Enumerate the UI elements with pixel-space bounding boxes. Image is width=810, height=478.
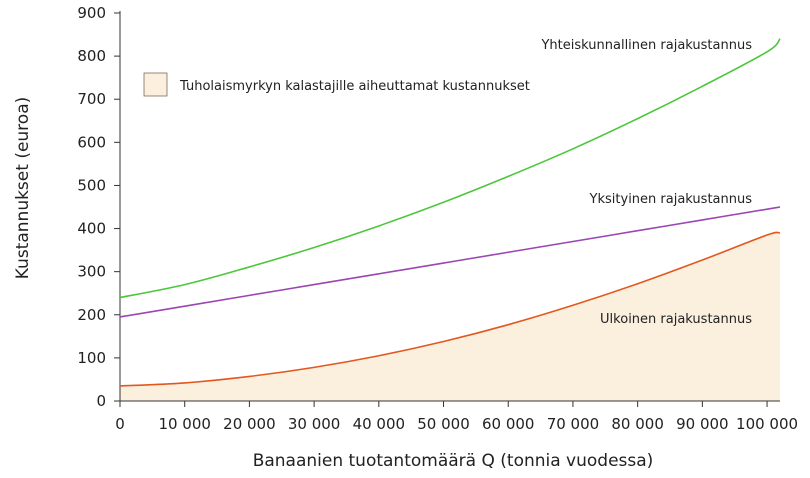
y-tick-label: 900	[77, 4, 106, 22]
y-tick-label: 200	[77, 306, 106, 324]
y-tick-label: 100	[77, 349, 106, 367]
legend-label: Tuholaismyrkyn kalastajille aiheuttamat …	[179, 79, 530, 94]
annotation-private-marginal-cost: Yksityinen rajakustannus	[589, 192, 753, 207]
axes-group	[114, 11, 780, 407]
x-tick-label: 50 000	[417, 415, 470, 433]
x-axis-title: Banaanien tuotantomäärä Q (tonnia vuodes…	[253, 451, 654, 471]
x-tick-label: 0	[115, 415, 125, 433]
y-tick-label: 0	[96, 392, 106, 410]
legend-swatch	[143, 72, 168, 97]
y-tick-label: 700	[77, 90, 106, 108]
x-tick-label: 20 000	[223, 415, 276, 433]
x-tick-label: 60 000	[482, 415, 535, 433]
y-tick-label: 800	[77, 47, 106, 65]
external-cost-area	[120, 232, 780, 401]
y-tick-label: 600	[77, 133, 106, 151]
x-tick-label: 30 000	[288, 415, 341, 433]
y-axis-title: Kustannukset (euroa)	[13, 97, 33, 280]
series-lines-group	[119, 38, 781, 387]
private-marginal-cost-line	[119, 206, 781, 318]
x-tick-label: 90 000	[676, 415, 729, 433]
x-tick-label: 100 000	[736, 415, 798, 433]
external-cost-area-group	[120, 232, 780, 401]
tick-labels-group: 0 100 200 300 400 500 600 700 800 900 0 10 000 20 00…	[77, 4, 798, 433]
y-tick-label: 500	[77, 176, 106, 194]
x-tick-label: 40 000	[353, 415, 406, 433]
social-marginal-cost-line	[119, 38, 781, 299]
x-tick-label: 80 000	[611, 415, 664, 433]
external-marginal-cost-line	[119, 231, 781, 387]
y-tick-label: 400	[77, 220, 106, 238]
y-tick-label: 300	[77, 263, 106, 281]
annotation-external-marginal-cost: Ulkoinen rajakustannus	[600, 312, 752, 327]
annotation-social-marginal-cost: Yhteiskunnallinen rajakustannus	[540, 38, 752, 53]
x-tick-label: 10 000	[158, 415, 211, 433]
x-tick-label: 70 000	[547, 415, 600, 433]
